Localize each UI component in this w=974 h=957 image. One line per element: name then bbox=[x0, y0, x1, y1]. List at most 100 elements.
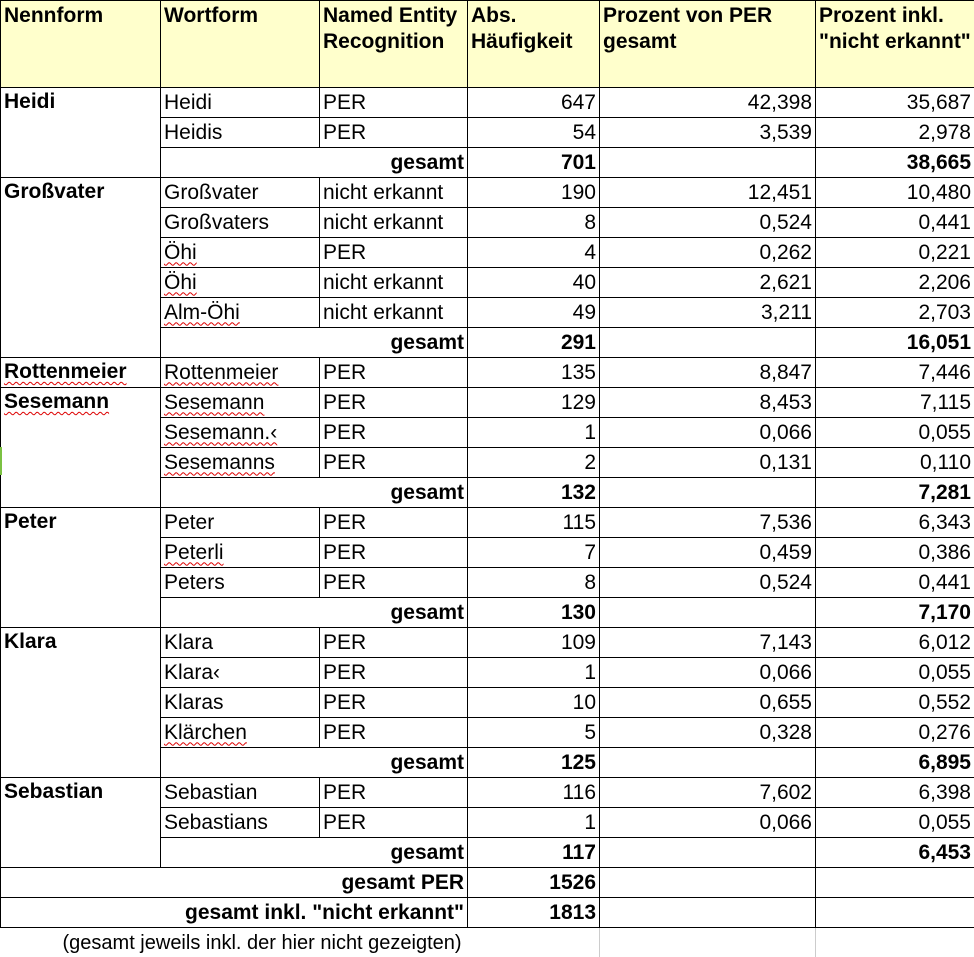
cell-ner[interactable]: PER bbox=[320, 238, 468, 268]
empty-cell[interactable] bbox=[600, 148, 816, 178]
cell-pct-per[interactable]: 7,536 bbox=[600, 508, 816, 538]
cell-form[interactable]: Klärchen bbox=[161, 718, 320, 748]
cell-abs[interactable]: 135 bbox=[468, 358, 600, 388]
cell-pct-per[interactable]: 0,066 bbox=[600, 808, 816, 838]
group-name-heidi[interactable]: Heidi bbox=[1, 88, 161, 178]
header-pct-per[interactable]: Prozent von PER gesamt bbox=[600, 1, 816, 88]
total-pct[interactable]: 7,170 bbox=[816, 598, 974, 628]
cell-ner[interactable]: PER bbox=[320, 538, 468, 568]
cell-pct-all[interactable]: 7,446 bbox=[816, 358, 974, 388]
total-abs[interactable]: 132 bbox=[468, 478, 600, 508]
empty-cell[interactable] bbox=[600, 868, 816, 898]
total-label[interactable]: gesamt bbox=[161, 328, 468, 358]
cell-ner[interactable]: nicht erkannt bbox=[320, 208, 468, 238]
cell-ner[interactable]: PER bbox=[320, 628, 468, 658]
total-label[interactable]: gesamt bbox=[161, 748, 468, 778]
cell-pct-all[interactable]: 7,115 bbox=[816, 388, 974, 418]
cell-pct-all[interactable]: 6,398 bbox=[816, 778, 974, 808]
header-abs[interactable]: Abs. Häufigkeit bbox=[468, 1, 600, 88]
cell-pct-per[interactable]: 0,066 bbox=[600, 658, 816, 688]
cell-ner[interactable]: PER bbox=[320, 418, 468, 448]
cell-pct-all[interactable]: 0,552 bbox=[816, 688, 974, 718]
empty-cell[interactable] bbox=[600, 478, 816, 508]
cell-abs[interactable]: 5 bbox=[468, 718, 600, 748]
cell-pct-all[interactable]: 0,055 bbox=[816, 418, 974, 448]
cell-form[interactable]: Peterli bbox=[161, 538, 320, 568]
cell-pct-per[interactable]: 0,524 bbox=[600, 208, 816, 238]
cell-ner[interactable]: PER bbox=[320, 688, 468, 718]
cell-ner[interactable]: PER bbox=[320, 808, 468, 838]
empty-cell[interactable] bbox=[816, 898, 974, 928]
total-abs[interactable]: 117 bbox=[468, 838, 600, 868]
total-label[interactable]: gesamt bbox=[161, 478, 468, 508]
cell-form[interactable]: Sesemann.‹ bbox=[161, 418, 320, 448]
empty-cell[interactable] bbox=[600, 748, 816, 778]
cell-pct-all[interactable]: 6,012 bbox=[816, 628, 974, 658]
cell-form[interactable]: Sebastian bbox=[161, 778, 320, 808]
cell-ner[interactable]: PER bbox=[320, 118, 468, 148]
cell-abs[interactable]: 10 bbox=[468, 688, 600, 718]
empty-cell[interactable] bbox=[816, 928, 974, 957]
cell-form[interactable]: Rottenmeier bbox=[161, 358, 320, 388]
total-abs[interactable]: 291 bbox=[468, 328, 600, 358]
cell-pct-per[interactable]: 0,655 bbox=[600, 688, 816, 718]
cell-pct-all[interactable]: 0,055 bbox=[816, 658, 974, 688]
header-nennform[interactable]: Nennform bbox=[1, 1, 161, 88]
total-pct[interactable]: 6,453 bbox=[816, 838, 974, 868]
cell-form[interactable]: Sebastians bbox=[161, 808, 320, 838]
cell-pct-per[interactable]: 3,211 bbox=[600, 298, 816, 328]
cell-abs[interactable]: 1 bbox=[468, 808, 600, 838]
cell-pct-per[interactable]: 3,539 bbox=[600, 118, 816, 148]
header-ner[interactable]: Named Entity Recognition bbox=[320, 1, 468, 88]
cell-ner[interactable]: PER bbox=[320, 508, 468, 538]
total-pct[interactable]: 16,051 bbox=[816, 328, 974, 358]
empty-cell[interactable] bbox=[600, 838, 816, 868]
cell-pct-all[interactable]: 2,703 bbox=[816, 298, 974, 328]
cell-form[interactable]: Klara‹ bbox=[161, 658, 320, 688]
cell-form[interactable]: Großvaters bbox=[161, 208, 320, 238]
cell-form[interactable]: Heidis bbox=[161, 118, 320, 148]
cell-pct-all[interactable]: 0,221 bbox=[816, 238, 974, 268]
cell-abs[interactable]: 1 bbox=[468, 658, 600, 688]
cell-abs[interactable]: 49 bbox=[468, 298, 600, 328]
total-abs[interactable]: 125 bbox=[468, 748, 600, 778]
group-name-rottenmeier[interactable]: Rottenmeier bbox=[1, 358, 161, 388]
header-pct-all[interactable]: Prozent inkl. "nicht erkannt" bbox=[816, 1, 974, 88]
cell-ner[interactable]: nicht erkannt bbox=[320, 178, 468, 208]
cell-pct-all[interactable]: 0,110 bbox=[816, 448, 974, 478]
cell-pct-all[interactable]: 0,386 bbox=[816, 538, 974, 568]
empty-cell[interactable] bbox=[816, 868, 974, 898]
cell-ner[interactable]: PER bbox=[320, 358, 468, 388]
cell-form[interactable]: Sesemanns bbox=[161, 448, 320, 478]
cell-ner[interactable]: PER bbox=[320, 388, 468, 418]
header-wortform[interactable]: Wortform bbox=[161, 1, 320, 88]
cell-pct-per[interactable]: 2,621 bbox=[600, 268, 816, 298]
total-abs[interactable]: 701 bbox=[468, 148, 600, 178]
empty-cell[interactable] bbox=[600, 328, 816, 358]
cell-abs[interactable]: 7 bbox=[468, 538, 600, 568]
cell-form[interactable]: Peters bbox=[161, 568, 320, 598]
total-pct[interactable]: 7,281 bbox=[816, 478, 974, 508]
cell-abs[interactable]: 116 bbox=[468, 778, 600, 808]
cell-pct-per[interactable]: 0,131 bbox=[600, 448, 816, 478]
cell-form[interactable]: Sesemann bbox=[161, 388, 320, 418]
cell-pct-per[interactable]: 0,262 bbox=[600, 238, 816, 268]
group-name-sebastian[interactable]: Sebastian bbox=[1, 778, 161, 868]
cell-pct-all[interactable]: 2,978 bbox=[816, 118, 974, 148]
empty-cell[interactable] bbox=[600, 928, 816, 957]
cell-form[interactable]: Alm-Öhi bbox=[161, 298, 320, 328]
cell-pct-all[interactable]: 35,687 bbox=[816, 88, 974, 118]
cell-form[interactable]: Klaras bbox=[161, 688, 320, 718]
cell-pct-per[interactable]: 7,143 bbox=[600, 628, 816, 658]
footnote[interactable]: (gesamt jeweils inkl. der hier nicht gez… bbox=[1, 928, 600, 957]
total-per-label[interactable]: gesamt PER bbox=[1, 868, 468, 898]
cell-abs[interactable]: 115 bbox=[468, 508, 600, 538]
cell-form[interactable]: Peter bbox=[161, 508, 320, 538]
cell-form[interactable]: Öhi bbox=[161, 238, 320, 268]
cell-abs[interactable]: 109 bbox=[468, 628, 600, 658]
cell-pct-all[interactable]: 0,441 bbox=[816, 208, 974, 238]
cell-abs[interactable]: 647 bbox=[468, 88, 600, 118]
cell-pct-all[interactable]: 0,276 bbox=[816, 718, 974, 748]
cell-abs[interactable]: 2 bbox=[468, 448, 600, 478]
cell-ner[interactable]: PER bbox=[320, 778, 468, 808]
